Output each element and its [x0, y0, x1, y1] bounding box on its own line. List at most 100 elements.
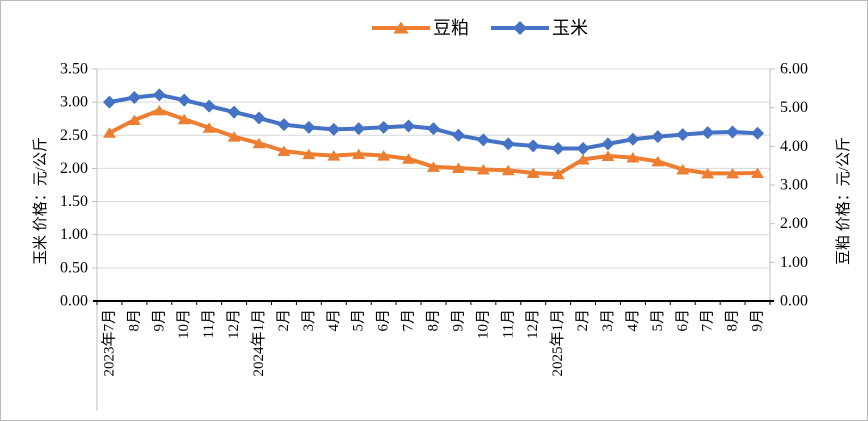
series-marker	[227, 131, 241, 142]
series-marker	[626, 132, 640, 146]
x-axis-tick-label: 5月	[650, 309, 666, 332]
series-marker	[377, 120, 391, 134]
x-axis-tick-label: 2月	[276, 309, 292, 332]
series-marker	[651, 130, 665, 144]
series-marker	[676, 164, 690, 175]
y-axis-tick-label-left: 2.50	[60, 127, 88, 144]
y-axis-tick-label-left: 3.50	[60, 61, 88, 78]
series-marker	[327, 150, 341, 161]
y-axis-title-left: 玉米 价格：元/公斤	[32, 137, 49, 265]
y-axis-tick-label-left: 2.00	[60, 160, 88, 177]
x-axis-tick-label: 10月	[176, 309, 192, 339]
series-marker	[127, 114, 141, 126]
y-axis-tick-label-left: 0.50	[60, 259, 88, 276]
x-axis-tick-label: 12月	[226, 309, 242, 339]
x-axis-tick-label: 3月	[600, 309, 616, 332]
x-axis-tick-label: 2月	[575, 309, 591, 332]
series-marker	[177, 113, 191, 125]
y-axis-tick-label-left: 1.00	[60, 226, 88, 243]
series-marker	[701, 126, 715, 140]
y-axis-tick-label-right: 0.00	[780, 293, 808, 310]
x-axis-tick-label: 6月	[376, 309, 392, 332]
y-axis-tick-label-left: 3.00	[60, 94, 88, 111]
series-marker	[526, 167, 540, 179]
y-axis-tick-label-right: 5.00	[780, 99, 808, 116]
y-axis-tick-label-left: 0.00	[60, 293, 88, 310]
x-axis-tick-label: 10月	[475, 309, 491, 339]
series-marker	[551, 168, 565, 180]
x-axis-tick-label: 5月	[351, 309, 367, 332]
series-marker	[751, 167, 765, 179]
series-marker	[501, 164, 515, 176]
series-marker	[327, 122, 341, 136]
series-marker	[252, 111, 266, 125]
series-marker	[576, 153, 590, 165]
series-marker	[551, 142, 565, 156]
x-axis-tick-label: 6月	[675, 309, 691, 332]
x-axis-tick-label: 11月	[500, 309, 516, 338]
x-axis-tick-label: 7月	[401, 309, 417, 332]
series-marker	[701, 167, 715, 179]
series-marker	[152, 104, 166, 116]
series-marker	[177, 93, 191, 107]
series-marker	[651, 155, 665, 167]
series-marker	[402, 153, 416, 164]
series-marker	[202, 122, 216, 133]
series-marker	[152, 88, 166, 102]
series-marker	[352, 148, 366, 160]
series-marker	[277, 118, 291, 132]
series-marker	[102, 127, 116, 138]
series-marker	[302, 120, 316, 134]
y-axis-tick-label-left: 1.50	[60, 193, 88, 210]
series-marker	[402, 119, 416, 133]
series-marker	[601, 137, 615, 151]
x-axis-tick-label: 2023年7月	[100, 309, 117, 377]
series-marker	[451, 162, 465, 173]
series-marker	[501, 137, 515, 151]
x-axis-tick-label: 4月	[625, 309, 641, 332]
y-axis-tick-label-right: 2.00	[780, 215, 808, 232]
x-axis-tick-label: 9月	[450, 309, 466, 332]
series-marker	[601, 150, 615, 161]
x-axis-tick-label: 8月	[725, 309, 741, 332]
x-axis-tick-label: 9月	[151, 309, 167, 332]
x-axis-tick-label: 7月	[700, 309, 716, 332]
y-axis-tick-label-right: 3.00	[780, 177, 808, 194]
series-marker	[726, 125, 740, 139]
series-marker	[526, 139, 540, 153]
series-marker	[451, 128, 465, 142]
series-marker	[476, 164, 490, 175]
x-axis-tick-label: 4月	[326, 309, 342, 332]
x-axis-tick-label: 11月	[201, 309, 217, 338]
y-axis-title-right: 豆粕 价格：元/公斤	[835, 137, 852, 265]
series-marker	[377, 150, 391, 161]
series-marker	[352, 122, 366, 136]
y-axis-tick-label-right: 4.00	[780, 138, 808, 155]
series-marker	[476, 133, 490, 147]
y-axis-tick-label-right: 6.00	[780, 61, 808, 78]
series-marker	[202, 99, 216, 113]
x-axis-tick-label: 9月	[750, 309, 766, 332]
y-axis-tick-label-right: 1.00	[780, 254, 808, 271]
series-marker	[227, 105, 241, 119]
series-marker	[751, 126, 765, 140]
series-marker	[127, 91, 141, 105]
series-marker	[427, 161, 440, 172]
series-marker	[676, 128, 690, 142]
series-marker	[576, 142, 590, 156]
x-axis-tick-label: 2025年1月	[549, 309, 566, 377]
x-axis-tick-label: 8月	[126, 309, 142, 332]
series-marker	[277, 145, 291, 156]
series-marker	[726, 167, 740, 179]
series-marker	[102, 95, 116, 109]
series-marker	[252, 137, 266, 149]
series-marker	[302, 148, 316, 160]
x-axis-tick-label: 3月	[301, 309, 317, 332]
x-axis-tick-label: 8月	[426, 309, 442, 332]
x-axis-tick-label: 12月	[525, 309, 541, 339]
x-axis-tick-label: 2024年1月	[250, 309, 267, 377]
series-marker	[427, 122, 440, 136]
series-marker	[626, 152, 640, 163]
